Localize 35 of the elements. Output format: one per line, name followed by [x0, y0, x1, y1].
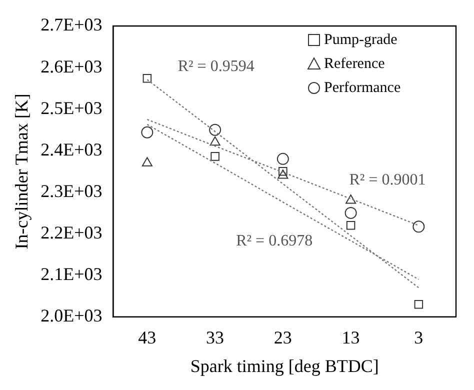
point — [344, 206, 357, 219]
point — [141, 126, 154, 138]
y-tick-label: 2.3E+03 — [40, 180, 102, 201]
x-tick-label: 33 — [206, 327, 224, 348]
y-tick-label: 2.5E+03 — [40, 98, 102, 118]
x-tick-label: 23 — [274, 327, 292, 348]
x-tick-label: 43 — [138, 327, 156, 348]
annotation: R² = 0.6978 — [236, 232, 313, 250]
point — [346, 221, 356, 230]
y-tick-label: 2.1E+03 — [40, 264, 102, 284]
y-tick-label: 2.2E+03 — [40, 222, 102, 242]
point — [210, 136, 220, 146]
point — [209, 124, 222, 136]
x-axis-title: Spark timing [deg BTDC] — [190, 356, 379, 376]
annotation: R² = 0.9594 — [178, 58, 254, 75]
y-tick-label: 2.6E+03 — [40, 56, 102, 76]
x-tick-label: 3 — [414, 327, 424, 348]
y-tick-label: 2.0E+03 — [40, 306, 102, 326]
point — [210, 152, 220, 161]
legend-label: Reference — [324, 56, 386, 72]
y-tick-label: 2.7E+03 — [40, 14, 102, 35]
point — [278, 170, 288, 179]
legend-label: Performance — [324, 80, 401, 96]
point — [276, 152, 289, 165]
annotation: R² = 0.9001 — [349, 171, 426, 188]
x-tick-label: 13 — [342, 327, 360, 348]
point — [414, 300, 424, 309]
point — [142, 74, 152, 83]
y-tick-label: 2.4E+03 — [40, 139, 102, 160]
point — [346, 194, 356, 204]
point — [412, 220, 425, 233]
point — [278, 167, 288, 176]
point — [142, 157, 152, 166]
y-axis-title: In-cylinder Tmax [K] — [12, 94, 32, 250]
legend-label: Pump-grade — [324, 32, 398, 48]
